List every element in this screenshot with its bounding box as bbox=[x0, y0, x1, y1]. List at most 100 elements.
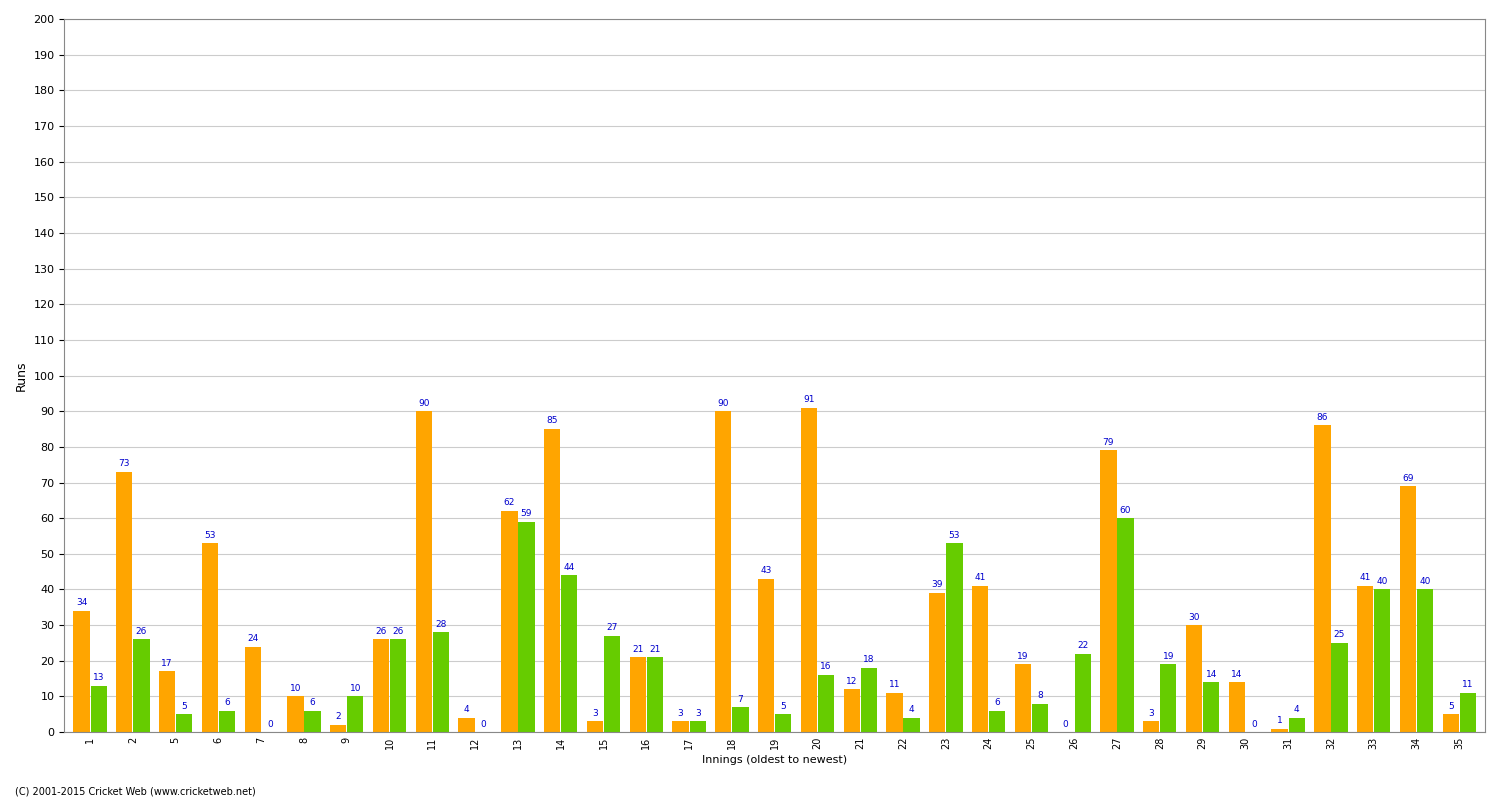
Bar bbox=[586, 722, 603, 732]
Text: 41: 41 bbox=[1359, 574, 1371, 582]
Bar bbox=[159, 671, 176, 732]
Text: 10: 10 bbox=[350, 684, 361, 693]
Text: 26: 26 bbox=[393, 627, 404, 636]
Text: 14: 14 bbox=[1206, 670, 1216, 678]
Text: 73: 73 bbox=[118, 459, 130, 468]
Text: (C) 2001-2015 Cricket Web (www.cricketweb.net): (C) 2001-2015 Cricket Web (www.cricketwe… bbox=[15, 786, 255, 796]
Text: 5: 5 bbox=[182, 702, 188, 710]
Bar bbox=[1228, 682, 1245, 732]
Bar bbox=[330, 725, 346, 732]
Bar bbox=[116, 472, 132, 732]
Bar bbox=[176, 714, 192, 732]
Text: 0: 0 bbox=[1064, 719, 1068, 729]
Text: 27: 27 bbox=[606, 623, 618, 632]
Text: 91: 91 bbox=[802, 395, 814, 404]
Bar bbox=[1143, 722, 1160, 732]
Y-axis label: Runs: Runs bbox=[15, 360, 28, 390]
Text: 5: 5 bbox=[780, 702, 786, 710]
Bar bbox=[90, 686, 106, 732]
Bar bbox=[716, 411, 732, 732]
Bar bbox=[758, 578, 774, 732]
Text: 5: 5 bbox=[1448, 702, 1454, 710]
Text: 6: 6 bbox=[224, 698, 230, 707]
X-axis label: Innings (oldest to newest): Innings (oldest to newest) bbox=[702, 755, 847, 765]
Text: 86: 86 bbox=[1317, 413, 1328, 422]
Bar bbox=[244, 646, 261, 732]
Bar bbox=[519, 522, 534, 732]
Text: 21: 21 bbox=[650, 645, 660, 654]
Text: 7: 7 bbox=[738, 694, 744, 703]
Text: 10: 10 bbox=[290, 684, 302, 693]
Text: 19: 19 bbox=[1162, 652, 1174, 661]
Text: 30: 30 bbox=[1188, 613, 1200, 622]
Bar bbox=[501, 511, 518, 732]
Bar bbox=[304, 710, 321, 732]
Bar bbox=[219, 710, 236, 732]
Text: 11: 11 bbox=[1462, 680, 1473, 690]
Text: 40: 40 bbox=[1377, 577, 1388, 586]
Bar bbox=[374, 639, 388, 732]
Text: 25: 25 bbox=[1334, 630, 1346, 639]
Bar bbox=[74, 611, 90, 732]
Bar bbox=[1118, 518, 1134, 732]
Bar bbox=[1032, 703, 1048, 732]
Text: 3: 3 bbox=[1149, 709, 1154, 718]
Text: 26: 26 bbox=[375, 627, 387, 636]
Text: 43: 43 bbox=[760, 566, 772, 575]
Text: 26: 26 bbox=[135, 627, 147, 636]
Bar bbox=[886, 693, 903, 732]
Bar bbox=[630, 658, 646, 732]
Text: 19: 19 bbox=[1017, 652, 1029, 661]
Text: 60: 60 bbox=[1120, 506, 1131, 514]
Text: 59: 59 bbox=[520, 509, 532, 518]
Bar bbox=[690, 722, 706, 732]
Text: 39: 39 bbox=[932, 581, 944, 590]
Bar bbox=[1418, 590, 1432, 732]
Bar bbox=[544, 429, 561, 732]
Bar bbox=[646, 658, 663, 732]
Bar bbox=[1460, 693, 1476, 732]
Text: 85: 85 bbox=[546, 417, 558, 426]
Text: 69: 69 bbox=[1402, 474, 1413, 482]
Bar bbox=[1374, 590, 1390, 732]
Bar bbox=[732, 707, 748, 732]
Bar bbox=[459, 718, 474, 732]
Bar bbox=[202, 543, 217, 732]
Text: 1: 1 bbox=[1276, 716, 1282, 725]
Bar bbox=[1186, 625, 1202, 732]
Bar bbox=[1288, 718, 1305, 732]
Bar bbox=[903, 718, 920, 732]
Bar bbox=[928, 593, 945, 732]
Text: 13: 13 bbox=[93, 673, 105, 682]
Bar bbox=[1203, 682, 1219, 732]
Bar bbox=[776, 714, 792, 732]
Bar bbox=[1358, 586, 1374, 732]
Text: 22: 22 bbox=[1077, 641, 1089, 650]
Bar bbox=[818, 675, 834, 732]
Text: 24: 24 bbox=[248, 634, 258, 643]
Text: 44: 44 bbox=[564, 562, 574, 572]
Bar bbox=[1014, 664, 1031, 732]
Text: 79: 79 bbox=[1102, 438, 1114, 447]
Text: 62: 62 bbox=[504, 498, 515, 507]
Text: 53: 53 bbox=[948, 530, 960, 539]
Bar bbox=[346, 697, 363, 732]
Bar bbox=[1272, 729, 1287, 732]
Text: 18: 18 bbox=[862, 655, 874, 664]
Bar bbox=[561, 575, 578, 732]
Text: 4: 4 bbox=[464, 706, 470, 714]
Text: 3: 3 bbox=[592, 709, 598, 718]
Bar bbox=[1074, 654, 1090, 732]
Text: 12: 12 bbox=[846, 677, 858, 686]
Bar bbox=[1160, 664, 1176, 732]
Text: 2: 2 bbox=[336, 712, 340, 722]
Text: 8: 8 bbox=[1036, 691, 1042, 700]
Text: 3: 3 bbox=[694, 709, 700, 718]
Text: 90: 90 bbox=[717, 398, 729, 408]
Bar bbox=[416, 411, 432, 732]
Text: 34: 34 bbox=[76, 598, 87, 607]
Text: 3: 3 bbox=[678, 709, 684, 718]
Text: 21: 21 bbox=[632, 645, 644, 654]
Text: 0: 0 bbox=[482, 719, 486, 729]
Bar bbox=[946, 543, 963, 732]
